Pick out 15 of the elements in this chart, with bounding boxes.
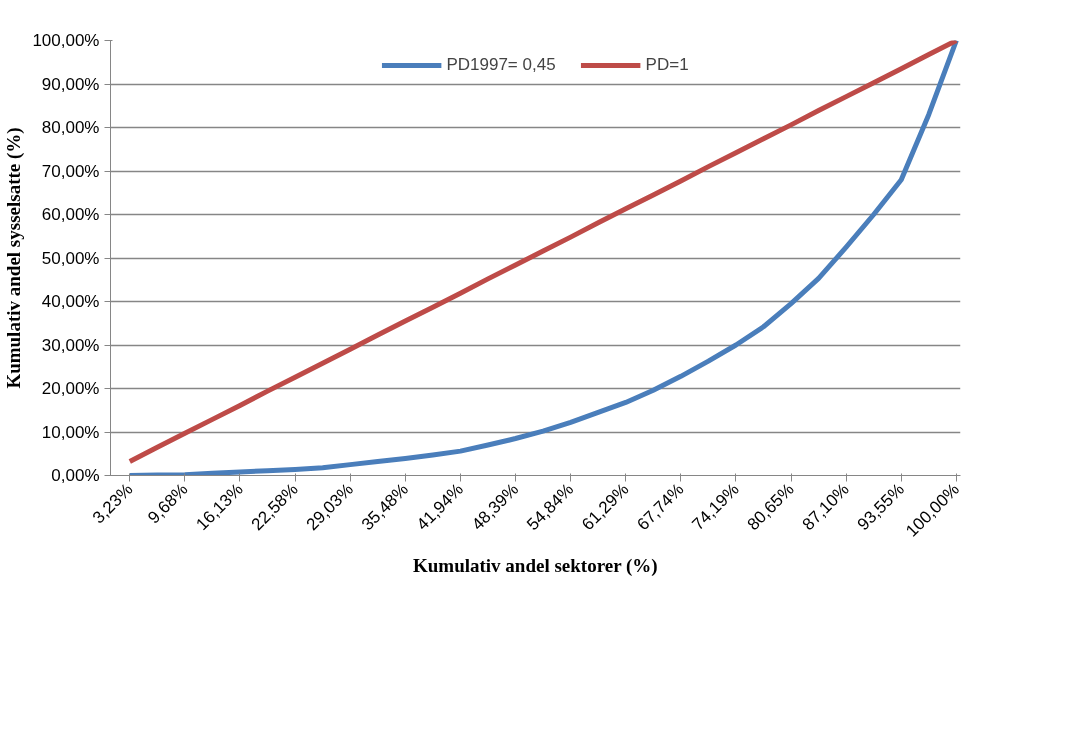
y-tick-label: 90,00%: [41, 74, 100, 94]
y-axis-title: Kumulativ andel sysselsatte (%): [3, 127, 26, 389]
y-tick-label: 10,00%: [41, 422, 100, 442]
y-tick-label: 30,00%: [41, 335, 100, 355]
y-tick-label: 50,00%: [41, 248, 100, 268]
y-tick-label: 20,00%: [41, 379, 100, 398]
y-tick-label: 60,00%: [41, 205, 100, 224]
legend-label: PD=1: [645, 55, 689, 75]
y-tick-label: 0,00%: [51, 466, 100, 485]
y-tick-label: 70,00%: [41, 161, 100, 181]
y-tick-label: 100,00%: [32, 31, 100, 50]
y-tick-label: 80,00%: [41, 118, 100, 137]
legend-label: PD1997= 0,45: [446, 55, 556, 75]
y-tick-label: 40,00%: [41, 292, 100, 311]
x-axis-title: Kumulativ andel sektorer (%): [412, 555, 658, 578]
